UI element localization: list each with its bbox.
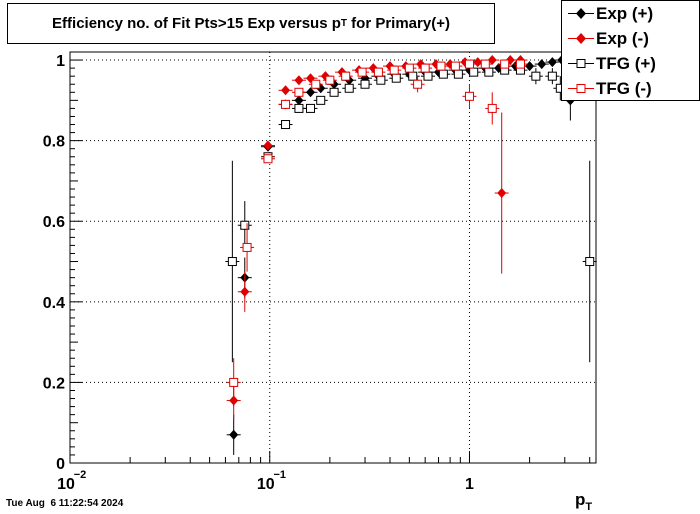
grid-lines [69, 52, 596, 464]
data-point-diamond [240, 286, 250, 297]
data-point-square [515, 59, 525, 69]
data-point-square [306, 103, 316, 113]
data-point-square [487, 103, 497, 113]
data-point-square [423, 71, 433, 81]
x-tick-label-exponent: −1 [273, 469, 286, 481]
data-point-square [263, 154, 273, 164]
data-point-square [389, 65, 399, 75]
data-point-diamond [306, 87, 316, 98]
x-tick-label: 10 [57, 476, 75, 493]
x-axis-label: pT [575, 490, 592, 513]
data-point-square [500, 59, 510, 69]
data-point-square [484, 67, 494, 77]
data-point-square [408, 71, 418, 81]
data-point-square [281, 120, 291, 130]
data-point-square [453, 69, 463, 79]
timestamp: Tue Aug 6 11:22:54 2024 [6, 498, 124, 509]
x-tick-label: 1 [465, 476, 474, 493]
data-point-square [227, 257, 237, 267]
data-point-diamond [473, 57, 483, 68]
data-points [225, 55, 597, 455]
data-point-square [376, 75, 386, 85]
data-point-diamond [537, 59, 547, 70]
y-tick-label: 0.8 [43, 134, 65, 151]
data-point-diamond [294, 75, 304, 86]
chart-title-subscript: T [340, 18, 347, 29]
data-point-square [531, 71, 541, 81]
x-tick-label: 10 [257, 476, 275, 493]
legend-entry-tfg-plus: TFG (+) [562, 51, 700, 76]
x-axis-label-text: p [575, 490, 586, 509]
data-point-square [229, 377, 239, 387]
data-point-square [391, 73, 401, 83]
data-point-square [294, 87, 304, 97]
data-point-diamond [229, 429, 239, 440]
data-point-square [413, 79, 423, 89]
chart-title: Efficiency no. of Fit Pts>15 Exp versus … [7, 3, 495, 44]
data-point-square [281, 99, 291, 109]
data-point-square [450, 61, 460, 71]
data-point-square [464, 91, 474, 101]
legend-entry-exp-minus: Exp (-) [562, 26, 700, 51]
x-axis-label-subscript: T [585, 501, 593, 513]
y-tick-label: 0.2 [43, 375, 65, 392]
data-point-diamond [281, 85, 291, 96]
data-point-square [438, 69, 448, 79]
data-point-square [242, 242, 252, 252]
data-point-square [585, 257, 595, 267]
chart-title-tail: for Primary(+) [347, 15, 450, 32]
data-point-diamond [525, 61, 535, 72]
data-point-diamond [294, 95, 304, 106]
data-point-diamond [497, 188, 507, 199]
legend-label: TFG (-) [596, 79, 652, 98]
legend-label: Exp (-) [596, 29, 649, 48]
data-point-square [404, 63, 414, 73]
data-point-square [240, 220, 250, 230]
legend-marker-black-square-icon [568, 59, 594, 68]
legend-entry-tfg-minus: TFG (-) [562, 76, 700, 101]
data-point-square [547, 71, 557, 81]
data-point-square [316, 95, 326, 105]
x-tick-label-exponent: −2 [74, 469, 87, 481]
data-point-square [480, 59, 490, 69]
legend-label: Exp (+) [596, 4, 654, 23]
data-point-square [357, 67, 367, 77]
data-point-square [341, 71, 351, 81]
legend-marker-black-diamond-icon [568, 8, 594, 19]
data-point-square [294, 103, 304, 113]
y-tick-label: 0 [56, 456, 65, 473]
data-point-square [311, 79, 321, 89]
data-point-square [373, 67, 383, 77]
y-tick-label: 0.4 [43, 295, 65, 312]
data-point-diamond [487, 55, 497, 66]
data-point-square [469, 67, 479, 77]
data-point-diamond [547, 57, 557, 68]
chart-title-text: Efficiency no. of Fit Pts>15 Exp versus … [52, 15, 341, 32]
data-point-square [329, 87, 339, 97]
y-tick-label: 1 [56, 53, 65, 70]
legend-marker-red-square-icon [568, 84, 594, 93]
data-point-square [325, 75, 335, 85]
data-point-square [344, 83, 354, 93]
data-point-square [360, 79, 370, 89]
legend-marker-red-diamond-icon [568, 33, 594, 44]
legend-entry-exp-plus: Exp (+) [562, 1, 700, 26]
data-point-square [464, 59, 474, 69]
data-point-diamond [263, 140, 273, 151]
plot-frame [69, 51, 597, 464]
legend: Exp (+) Exp (-) TFG (+) TFG (-) [561, 0, 700, 101]
legend-label: TFG (+) [596, 54, 656, 73]
data-point-square [420, 63, 430, 73]
data-point-square [436, 61, 446, 71]
y-tick-label: 0.6 [43, 214, 65, 231]
